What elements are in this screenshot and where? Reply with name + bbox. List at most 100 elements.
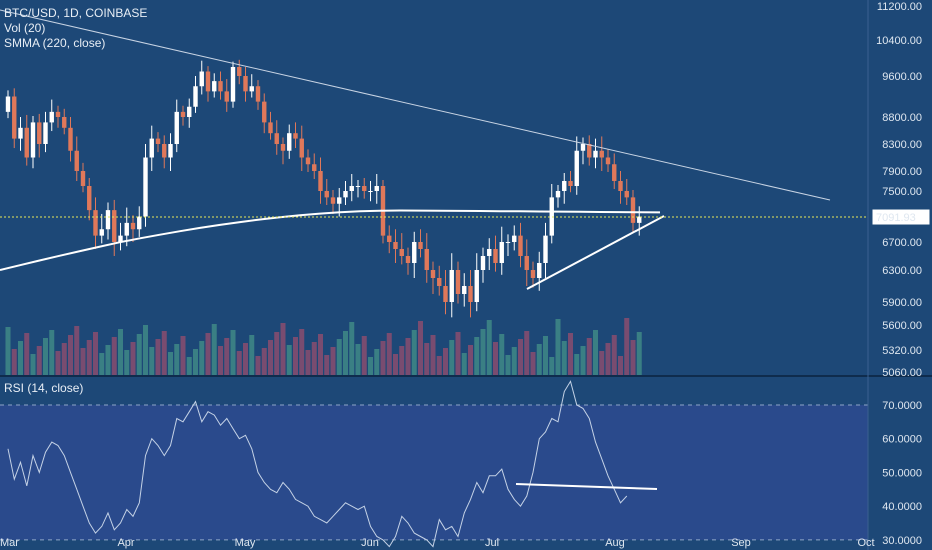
candle-body [449,270,454,302]
descending-trendline [0,9,831,201]
volume-bar [624,318,630,375]
volume-bar [611,335,617,375]
candle-body [324,191,329,198]
volume-bar [636,332,642,375]
volume-bar [436,356,442,375]
candle-body [568,181,573,186]
candle-body [474,270,479,302]
price-tick-label: 5600.00 [882,320,922,332]
candle-body [543,235,548,263]
volume-bar [336,339,342,375]
volume-bar [155,339,161,375]
candle-body [587,144,592,158]
volume-bar [486,320,492,375]
volume-bar [543,336,548,375]
price-tick-label: 5900.00 [882,297,922,309]
volume-bar [330,347,336,375]
volume-bar [618,356,623,375]
volume-bar [355,344,361,375]
volume-bar [605,343,611,375]
candle-body [187,106,192,117]
volume-bar [255,356,261,375]
date-tick-label: Jun [361,537,379,549]
volume-bar [161,331,167,375]
candle-body [37,122,42,144]
candle-body [305,157,311,165]
candle-body [549,197,554,236]
candle-body [374,186,379,191]
candle-body [618,181,623,191]
candle-body [255,86,261,102]
candle-body [280,144,286,151]
price-tick-label: 10400.00 [876,35,922,47]
candle-body [243,76,248,92]
candle-body [418,242,423,249]
volume-bar [93,332,98,375]
volume-bar [30,354,36,375]
candle-body [162,144,167,158]
candle-body [130,222,136,230]
candle-body [368,191,373,192]
volume-bar [311,342,317,375]
candle-body [262,101,267,123]
candle-body [599,150,604,158]
rsi-divergence-line [515,483,658,490]
last-price-tag [871,208,931,226]
candle-body [637,216,642,223]
volume-bar [61,343,67,375]
candle-body [349,186,354,191]
candle-body [355,186,361,187]
candle-body [624,191,629,198]
candle-body [74,150,79,171]
volume-bar [43,338,48,375]
symbol-legend: BTC/USD, 1D, COINBASE [4,6,148,20]
volume-bar [374,349,380,375]
candle-body [237,67,242,76]
candle-body [530,270,536,278]
candle-body [293,133,298,139]
date-tick-label: May [235,537,256,549]
volume-bar [511,347,517,375]
volume-bar [449,340,455,375]
volume-bar [555,319,561,375]
candle-body [224,91,229,102]
rsi-line [7,380,628,548]
volume-bar [274,332,280,375]
candle-body [137,216,142,230]
candle-body [480,256,486,270]
candle-body [343,191,348,198]
volume-bar [36,346,42,375]
candle-body [62,117,67,128]
candle-body [287,133,292,151]
volume-bar [24,333,30,375]
candle-body [312,164,317,171]
volume-bar [299,329,305,375]
candle-body [524,256,529,270]
volume-bar [380,341,386,375]
volume-bar [361,336,367,375]
volume-bar [368,357,373,375]
candle-body [68,127,73,151]
candle-body [518,235,523,256]
volume-bar [580,346,586,375]
candle-body [605,157,611,165]
volume-bar [343,331,348,375]
candle-body [124,222,129,236]
price-tick-label: 6700.00 [882,237,922,249]
volume-bar [55,351,61,375]
volume-bar [286,345,292,375]
candle-body [487,249,492,256]
volume-bar [443,348,448,375]
rsi-tick-label: 40.0000 [882,501,922,513]
volume-bar [574,354,580,375]
price-tick-label: 8800.00 [882,112,922,124]
volume-bar [549,357,555,375]
candle-body [93,210,98,236]
volume-bar [474,337,480,375]
volume-bar [536,344,542,375]
candle-body [630,197,636,223]
volume-bar [49,330,55,375]
date-tick-label: Aug [605,537,625,549]
candle-body [493,249,498,263]
